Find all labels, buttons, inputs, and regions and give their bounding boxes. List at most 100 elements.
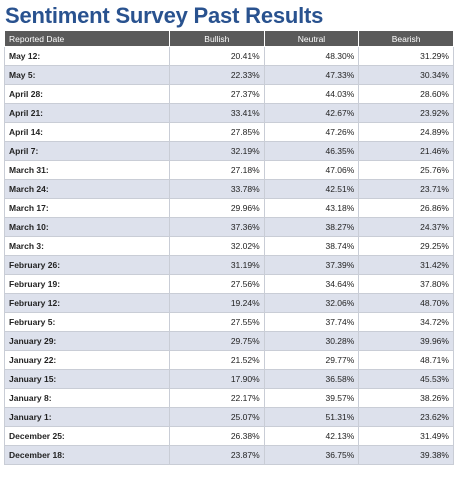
- cell-bearish: 45.53%: [358, 369, 454, 389]
- cell-bearish: 23.71%: [358, 179, 454, 199]
- table-row: December 25: 26.38% 42.13% 31.49%: [4, 426, 454, 446]
- cell-bullish: 25.07%: [169, 407, 265, 427]
- table-row: March 10: 37.36% 38.27% 24.37%: [4, 217, 454, 237]
- cell-bearish: 28.60%: [358, 84, 454, 104]
- table-row: March 17: 29.96% 43.18% 26.86%: [4, 198, 454, 218]
- cell-bearish: 37.80%: [358, 274, 454, 294]
- cell-bearish: 23.62%: [358, 407, 454, 427]
- cell-bearish: 21.46%: [358, 141, 454, 161]
- cell-bearish: 29.25%: [358, 236, 454, 256]
- cell-reported-date: May 12:: [4, 46, 170, 66]
- cell-bearish: 31.42%: [358, 255, 454, 275]
- cell-reported-date: January 8:: [4, 388, 170, 408]
- cell-bullish: 22.33%: [169, 65, 265, 85]
- column-header-neutral: Neutral: [263, 30, 360, 47]
- page-title: Sentiment Survey Past Results: [5, 3, 324, 28]
- cell-neutral: 42.13%: [263, 426, 360, 446]
- cell-bullish: 22.17%: [169, 388, 265, 408]
- cell-reported-date: December 25:: [4, 426, 170, 446]
- cell-bullish: 27.85%: [169, 122, 265, 142]
- cell-bearish: 31.49%: [358, 426, 454, 446]
- cell-neutral: 32.06%: [263, 293, 360, 313]
- column-header-reported-date: Reported Date: [4, 30, 170, 47]
- cell-neutral: 46.35%: [263, 141, 360, 161]
- cell-reported-date: February 19:: [4, 274, 170, 294]
- cell-neutral: 47.33%: [263, 65, 360, 85]
- table-row: February 5: 27.55% 37.74% 34.72%: [4, 312, 454, 332]
- cell-neutral: 43.18%: [263, 198, 360, 218]
- cell-bullish: 20.41%: [169, 46, 265, 66]
- cell-reported-date: April 28:: [4, 84, 170, 104]
- table-body: May 12: 20.41% 48.30% 31.29% May 5: 22.33% 47.…: [4, 46, 454, 465]
- cell-neutral: 30.28%: [263, 331, 360, 351]
- table-row: April 21: 33.41% 42.67% 23.92%: [4, 103, 454, 123]
- cell-bearish: 24.89%: [358, 122, 454, 142]
- cell-bullish: 19.24%: [169, 293, 265, 313]
- cell-reported-date: March 31:: [4, 160, 170, 180]
- cell-bearish: 39.38%: [358, 445, 454, 465]
- table-row: April 7: 32.19% 46.35% 21.46%: [4, 141, 454, 161]
- cell-reported-date: April 21:: [4, 103, 170, 123]
- cell-bearish: 38.26%: [358, 388, 454, 408]
- cell-reported-date: January 29:: [4, 331, 170, 351]
- cell-bullish: 17.90%: [169, 369, 265, 389]
- cell-reported-date: April 7:: [4, 141, 170, 161]
- cell-neutral: 34.64%: [263, 274, 360, 294]
- cell-bullish: 29.96%: [169, 198, 265, 218]
- cell-bullish: 27.56%: [169, 274, 265, 294]
- table-row: January 15: 17.90% 36.58% 45.53%: [4, 369, 454, 389]
- cell-bearish: 48.71%: [358, 350, 454, 370]
- cell-bearish: 24.37%: [358, 217, 454, 237]
- cell-reported-date: April 14:: [4, 122, 170, 142]
- table-row: March 24: 33.78% 42.51% 23.71%: [4, 179, 454, 199]
- cell-neutral: 42.67%: [263, 103, 360, 123]
- cell-neutral: 47.06%: [263, 160, 360, 180]
- table-row: December 18: 23.87% 36.75% 39.38%: [4, 445, 454, 465]
- cell-reported-date: March 3:: [4, 236, 170, 256]
- table-row: February 19: 27.56% 34.64% 37.80%: [4, 274, 454, 294]
- cell-bullish: 31.19%: [169, 255, 265, 275]
- cell-neutral: 36.75%: [263, 445, 360, 465]
- cell-reported-date: March 10:: [4, 217, 170, 237]
- cell-bullish: 37.36%: [169, 217, 265, 237]
- cell-bullish: 23.87%: [169, 445, 265, 465]
- cell-bullish: 29.75%: [169, 331, 265, 351]
- cell-neutral: 29.77%: [263, 350, 360, 370]
- table-row: March 31: 27.18% 47.06% 25.76%: [4, 160, 454, 180]
- cell-bullish: 26.38%: [169, 426, 265, 446]
- cell-reported-date: December 18:: [4, 445, 170, 465]
- table-row: January 22: 21.52% 29.77% 48.71%: [4, 350, 454, 370]
- table-row: April 28: 27.37% 44.03% 28.60%: [4, 84, 454, 104]
- table-row: May 12: 20.41% 48.30% 31.29%: [4, 46, 454, 66]
- cell-reported-date: May 5:: [4, 65, 170, 85]
- sentiment-results-table: Reported Date Bullish Neutral Bearish Ma…: [4, 30, 454, 465]
- table-row: January 1: 25.07% 51.31% 23.62%: [4, 407, 454, 427]
- column-header-bullish: Bullish: [169, 30, 265, 47]
- cell-neutral: 48.30%: [263, 46, 360, 66]
- table-header-row: Reported Date Bullish Neutral Bearish: [4, 30, 454, 47]
- cell-bearish: 31.29%: [358, 46, 454, 66]
- cell-bearish: 30.34%: [358, 65, 454, 85]
- cell-neutral: 37.74%: [263, 312, 360, 332]
- cell-neutral: 36.58%: [263, 369, 360, 389]
- cell-bullish: 33.78%: [169, 179, 265, 199]
- cell-reported-date: March 17:: [4, 198, 170, 218]
- cell-bullish: 27.55%: [169, 312, 265, 332]
- cell-neutral: 37.39%: [263, 255, 360, 275]
- cell-reported-date: January 1:: [4, 407, 170, 427]
- cell-bullish: 32.19%: [169, 141, 265, 161]
- table-row: February 26: 31.19% 37.39% 31.42%: [4, 255, 454, 275]
- table-row: February 12: 19.24% 32.06% 48.70%: [4, 293, 454, 313]
- table-row: January 8: 22.17% 39.57% 38.26%: [4, 388, 454, 408]
- cell-neutral: 47.26%: [263, 122, 360, 142]
- cell-reported-date: February 12:: [4, 293, 170, 313]
- table-row: March 3: 32.02% 38.74% 29.25%: [4, 236, 454, 256]
- cell-bearish: 23.92%: [358, 103, 454, 123]
- cell-bearish: 48.70%: [358, 293, 454, 313]
- cell-reported-date: February 26:: [4, 255, 170, 275]
- column-header-bearish: Bearish: [358, 30, 454, 47]
- cell-bearish: 26.86%: [358, 198, 454, 218]
- cell-bearish: 34.72%: [358, 312, 454, 332]
- cell-neutral: 44.03%: [263, 84, 360, 104]
- cell-bearish: 39.96%: [358, 331, 454, 351]
